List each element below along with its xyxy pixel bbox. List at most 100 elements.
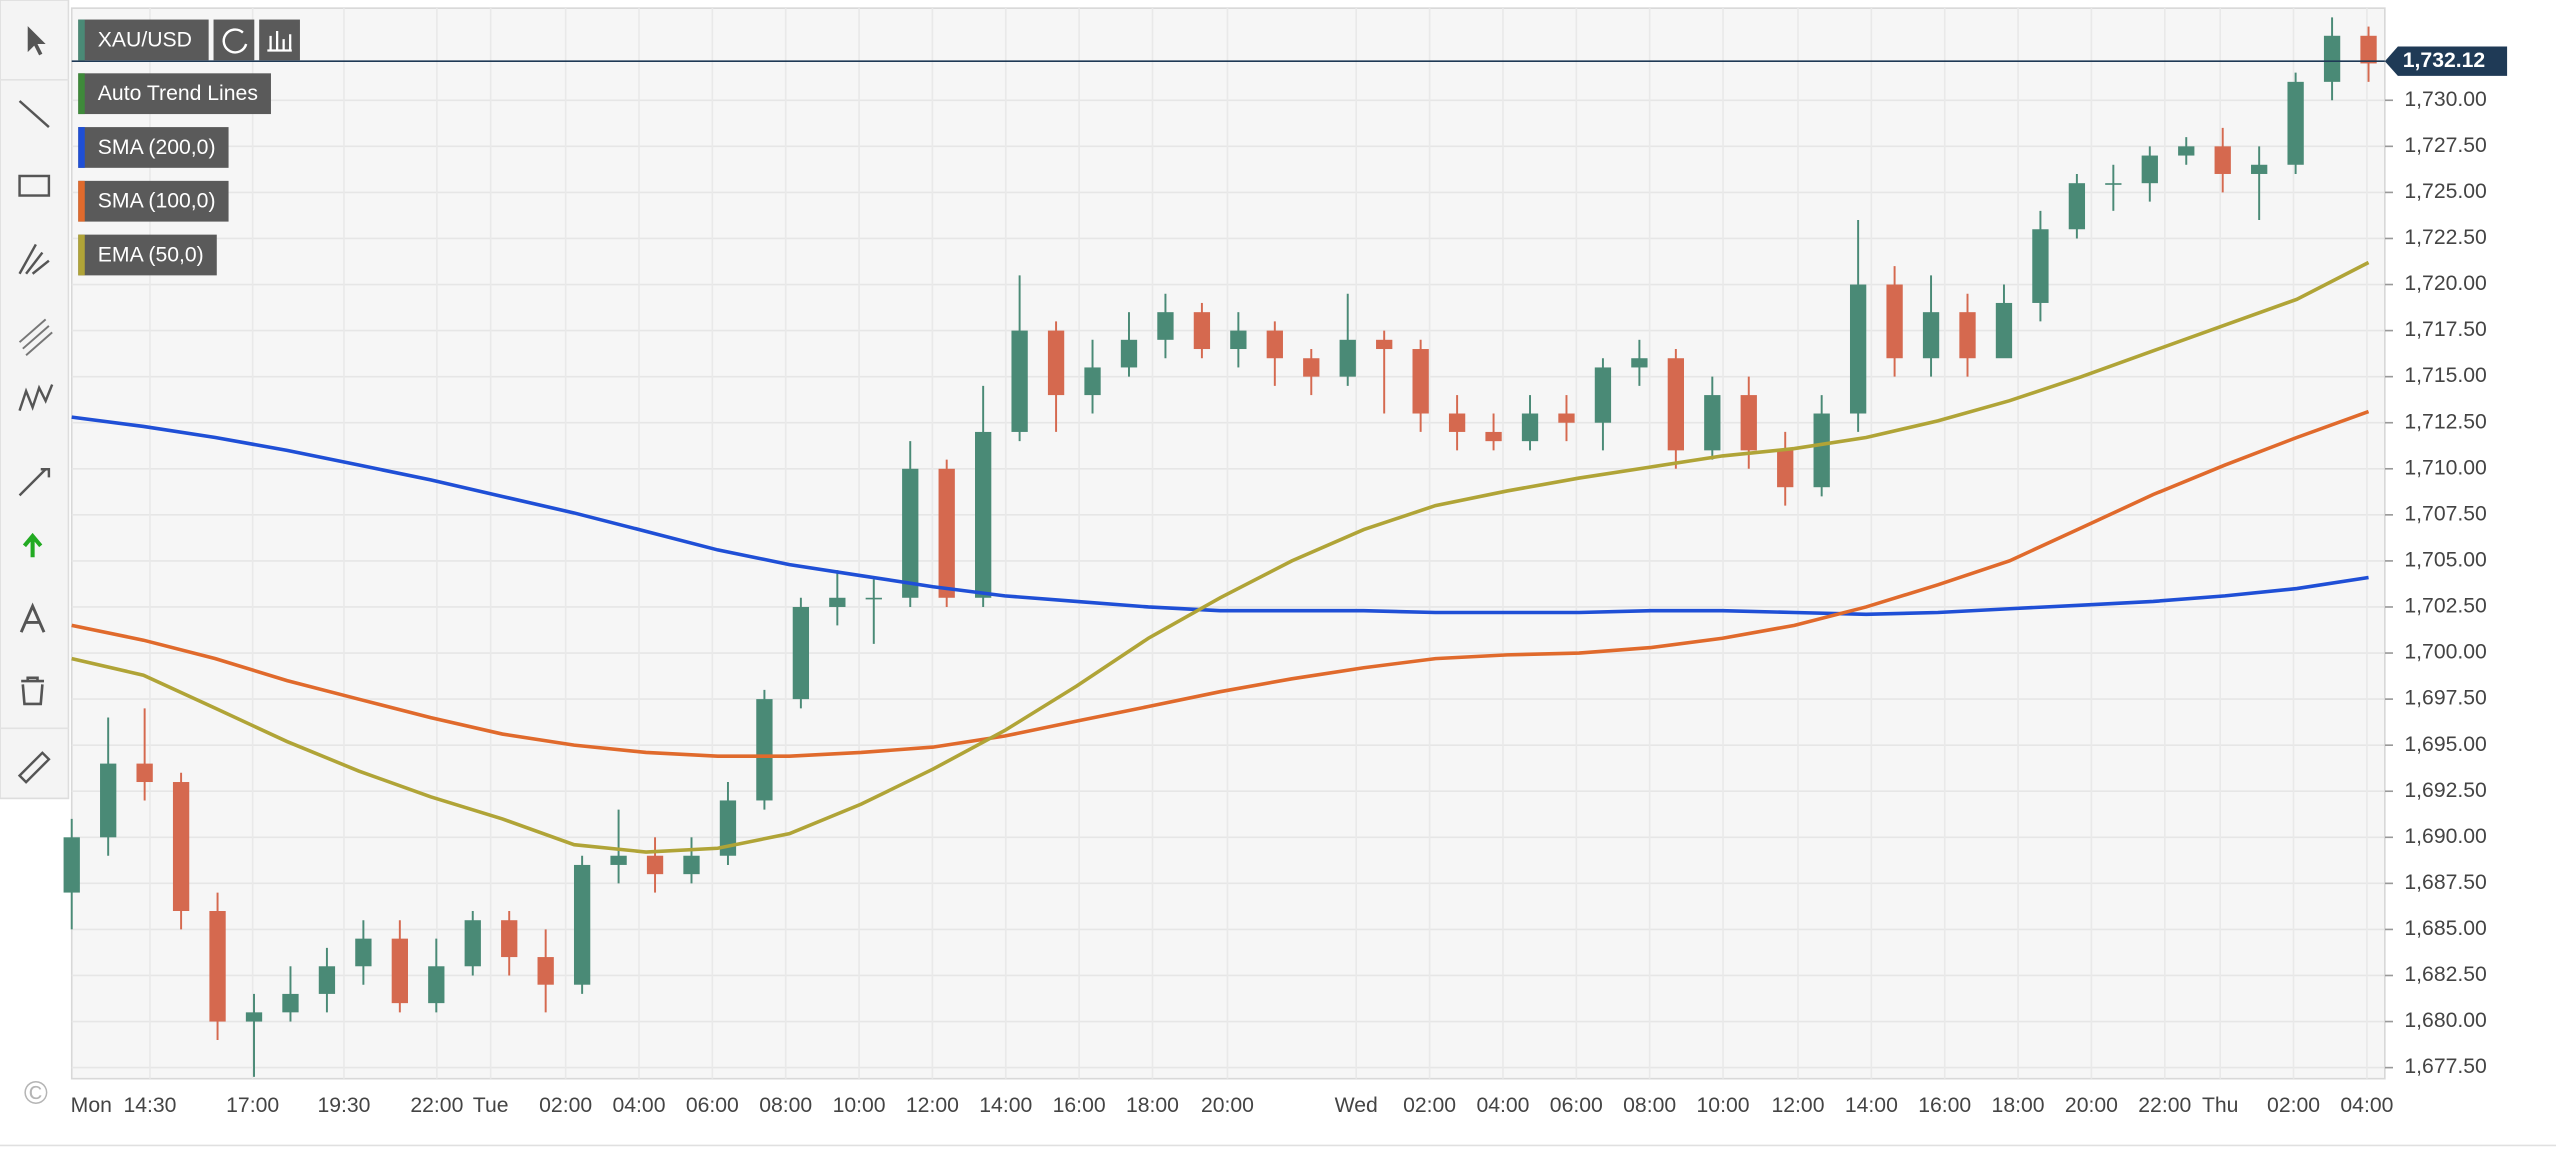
symbol-label: XAU/USD [98, 28, 192, 51]
candle-body [1412, 349, 1429, 414]
x-tick-label: 14:00 [979, 1094, 1032, 1117]
candle-body [1777, 450, 1794, 488]
candle-body [2360, 35, 2377, 64]
x-tick-label: 12:00 [1772, 1094, 1825, 1117]
indicator-line [71, 260, 2370, 854]
x-tick-label: Tue [473, 1094, 509, 1117]
legend: XAU/USD Auto Trend Lines SMA (200,0) SMA (… [78, 19, 300, 276]
x-tick-label: 02:00 [1403, 1094, 1456, 1117]
y-tick-label: 1,710.00 [2404, 456, 2486, 479]
refresh-icon [222, 28, 248, 54]
candle-body [355, 938, 372, 967]
refresh-button[interactable] [213, 19, 255, 61]
candle-body [464, 920, 481, 967]
copyright: © [24, 1074, 48, 1111]
legend-label: Auto Trend Lines [98, 82, 258, 105]
legend-box[interactable] [78, 180, 229, 222]
x-tick-label: 12:00 [906, 1094, 959, 1117]
symbol-accent [78, 19, 85, 61]
edit-tool[interactable] [17, 751, 51, 784]
left-toolbar [0, 0, 70, 800]
x-tick-label: 20:00 [2065, 1094, 2118, 1117]
candle-body [1011, 330, 1028, 432]
candle-body [1193, 312, 1211, 350]
x-tick-label: 10:00 [1697, 1094, 1750, 1117]
pattern-tool[interactable] [18, 384, 54, 412]
candle-body [2178, 146, 2195, 156]
candle-body [1485, 431, 1502, 442]
candle-body [1230, 330, 1247, 350]
x-tick-label: 22:00 [2138, 1094, 2191, 1117]
y-tick-label: 1,717.50 [2404, 318, 2486, 341]
candle-body [282, 993, 299, 1013]
candle-body [902, 468, 919, 598]
legend-items: Auto Trend Lines SMA (200,0) SMA (100,0) EM… [78, 73, 271, 276]
candle-body [1995, 302, 2013, 359]
candle-body [2032, 229, 2049, 303]
x-tick-label: 10:00 [833, 1094, 886, 1117]
grid [71, 8, 2385, 1079]
indicator-line [71, 409, 2370, 759]
text-tool[interactable] [19, 602, 46, 633]
legend-box[interactable] [78, 73, 271, 115]
candle-body [428, 966, 445, 1004]
symbol-box[interactable] [78, 19, 209, 61]
candle-body [829, 597, 846, 607]
cursor-tool[interactable] [27, 26, 46, 56]
candle-body [1594, 367, 1612, 423]
channel-tool[interactable] [18, 318, 53, 356]
candle-body [938, 468, 955, 598]
legend-box[interactable] [78, 127, 229, 168]
candle-body [1448, 413, 1466, 432]
y-tick-label: 1,722.50 [2404, 226, 2486, 249]
arrow-up-tool[interactable] [22, 532, 43, 558]
candle-body [1740, 395, 1757, 451]
candle-body [1120, 339, 1138, 368]
candle-body [573, 864, 591, 985]
candle-body [1303, 358, 1320, 377]
y-tick-label: 1,687.50 [2404, 871, 2486, 894]
axes: 1,677.50 1,680.00 1,682.50 1,685.00 1,687.50… [71, 46, 2508, 1117]
x-tick-label: 04:00 [613, 1094, 666, 1117]
y-tick-label: 1,685.00 [2404, 917, 2486, 940]
x-tick-label: 06:00 [686, 1094, 739, 1117]
candle-body [2287, 81, 2304, 165]
y-tick-label: 1,715.00 [2404, 364, 2486, 387]
arrow-tool[interactable] [18, 468, 51, 497]
x-tick-label: 02:00 [539, 1094, 592, 1117]
candle-body [756, 699, 773, 801]
last-price-label: 1,732.12 [2403, 49, 2485, 72]
candle-body [2068, 183, 2086, 230]
x-tick-label: 06:00 [1550, 1094, 1603, 1117]
legend-swatch [78, 234, 85, 276]
legend-box[interactable] [78, 234, 217, 276]
candle-body [209, 911, 226, 1022]
settings-button[interactable] [259, 19, 300, 61]
x-tick-label: 04:00 [1476, 1094, 1529, 1117]
candle-body [1157, 312, 1174, 340]
legend-label: EMA (50,0) [98, 243, 204, 266]
x-tick-label: 16:00 [1053, 1094, 1106, 1117]
fib-tool[interactable] [18, 243, 50, 275]
last-price-tag [2384, 46, 2508, 76]
x-tick-label: 16:00 [1918, 1094, 1971, 1117]
line-tool[interactable] [18, 100, 50, 129]
candle-body [1667, 358, 1684, 451]
candle-body [1521, 413, 1539, 442]
candle-body [975, 431, 992, 598]
candle-body [719, 800, 737, 856]
x-tick-label: Wed [1335, 1094, 1378, 1117]
y-tick-label: 1,727.50 [2404, 134, 2486, 157]
legend-label: SMA (100,0) [98, 190, 216, 213]
y-tick-label: 1,680.00 [2404, 1009, 2486, 1032]
candle-body [2251, 164, 2268, 174]
rect-tool[interactable] [18, 174, 51, 197]
candle-body [537, 957, 554, 985]
candle-body [1959, 312, 1976, 359]
candle-body [1339, 339, 1356, 377]
indicator-line [71, 415, 2369, 617]
candle-body [865, 597, 882, 600]
x-tick-label: 18:00 [1126, 1094, 1179, 1117]
delete-tool[interactable] [21, 676, 45, 706]
